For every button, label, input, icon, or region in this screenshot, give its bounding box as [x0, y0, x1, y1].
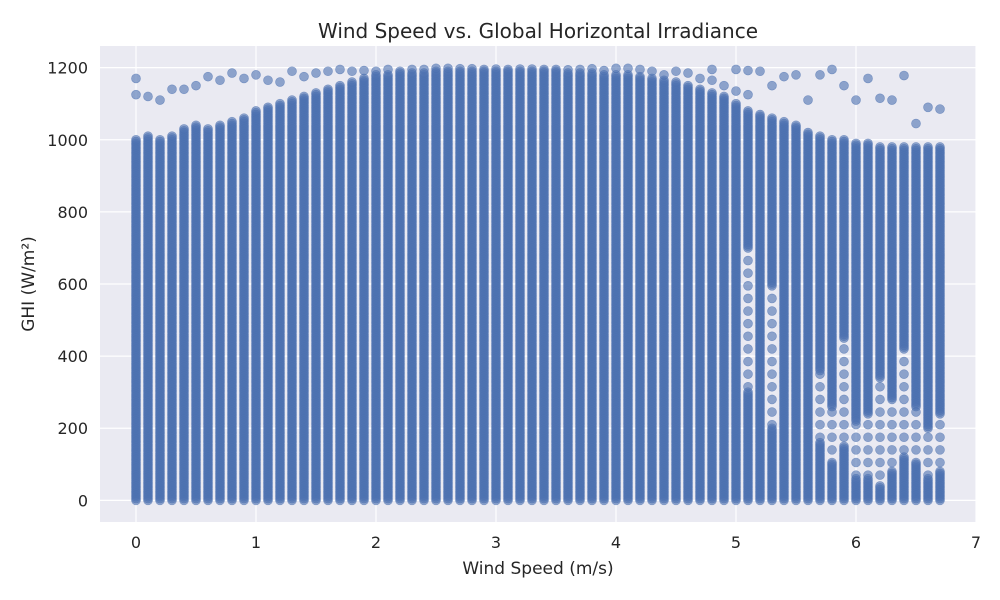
scatter-point [204, 124, 213, 133]
scatter-point [228, 117, 237, 126]
scatter-point [240, 114, 249, 123]
scatter-point [192, 121, 201, 130]
scatter-point [348, 78, 357, 87]
scatter-point [216, 121, 225, 130]
scatter-point [324, 85, 333, 94]
scatter-point [132, 135, 141, 144]
scatter-point [264, 103, 273, 112]
scatter-point [276, 99, 285, 108]
scatter-point [144, 132, 153, 141]
scatter-point [252, 106, 261, 115]
scatter-point [312, 88, 321, 97]
scatter-point [300, 92, 309, 101]
scatter-point [336, 81, 345, 90]
scatter-point [288, 96, 297, 105]
scatter-point [156, 135, 165, 144]
scatter-point [180, 124, 189, 133]
scatter-point [168, 132, 177, 141]
